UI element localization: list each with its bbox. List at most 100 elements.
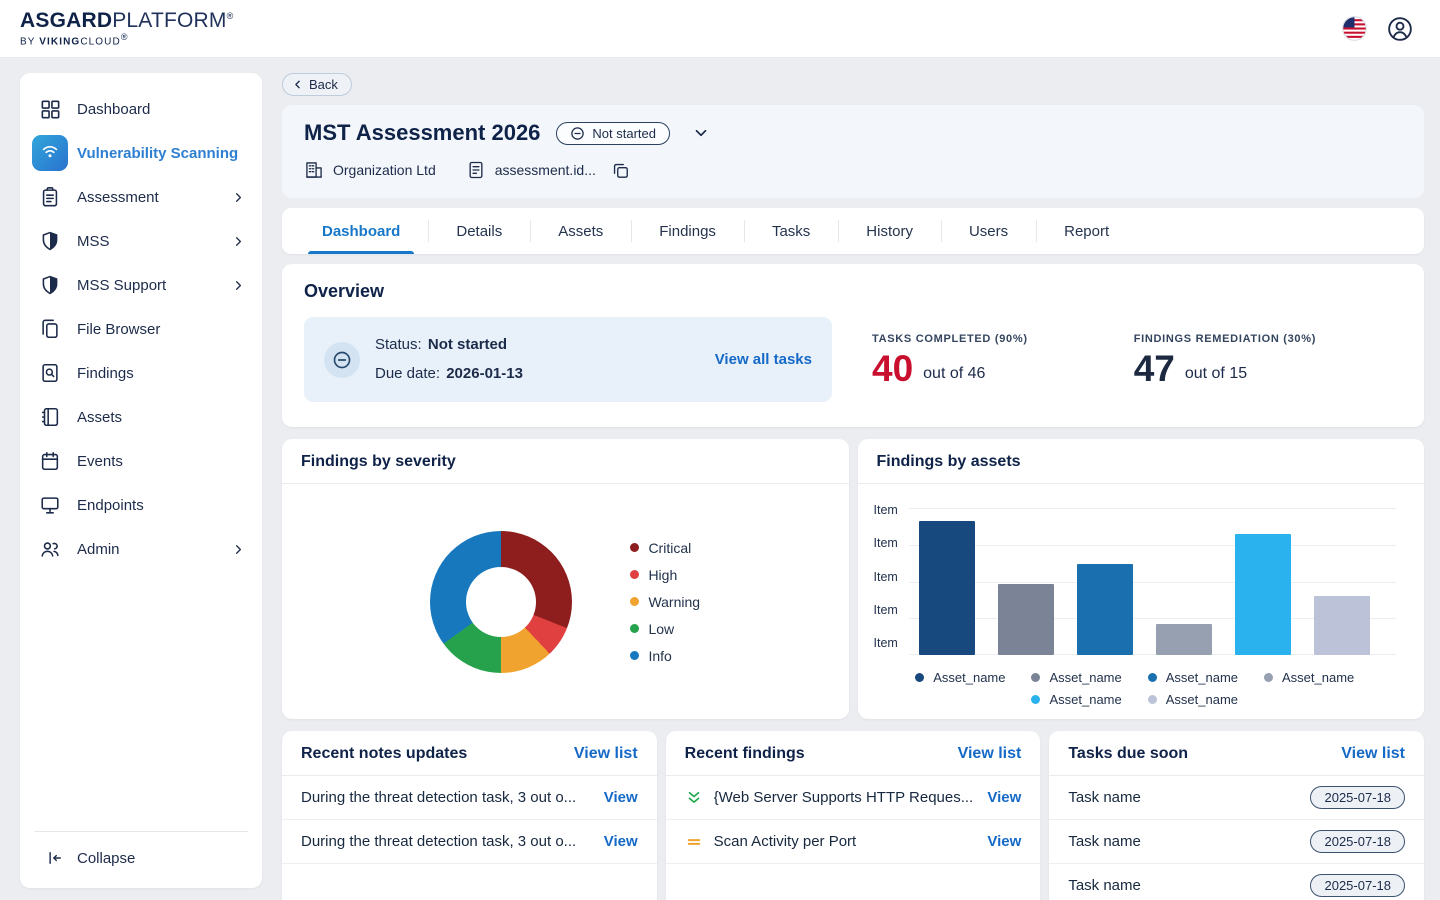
- assets-legend: Asset_name Asset_name Asset_name Asset_n…: [874, 670, 1397, 707]
- task-row: Task name 2025-07-18: [1049, 776, 1424, 820]
- assessment-header: MST Assessment 2026 Not started Organiza: [282, 105, 1424, 198]
- tab-report[interactable]: Report: [1036, 208, 1137, 254]
- sidebar-item-vulnerability-scanning[interactable]: Vulnerability Scanning: [20, 131, 262, 175]
- tab-assets[interactable]: Assets: [530, 208, 631, 254]
- y-tick: Item: [873, 536, 898, 551]
- view-list-link[interactable]: View list: [957, 745, 1022, 762]
- note-text: During the threat detection task, 3 out …: [301, 833, 577, 850]
- legend-label: Asset_name: [1049, 692, 1122, 707]
- view-all-tasks-link[interactable]: View all tasks: [714, 351, 812, 368]
- collapse-icon: [46, 849, 64, 867]
- sidebar-item-events[interactable]: Events: [20, 439, 262, 483]
- note-text: During the threat detection task, 3 out …: [301, 789, 577, 806]
- document-icon: [466, 160, 486, 180]
- files-icon: [32, 311, 68, 347]
- severity-legend: Critical High Warning Low Info: [630, 540, 700, 664]
- sidebar-item-assessment[interactable]: Assessment: [20, 175, 262, 219]
- legend-item: Asset_name: [1031, 670, 1122, 685]
- tab-details[interactable]: Details: [428, 208, 530, 254]
- recent-notes-card: Recent notes updates View list During th…: [282, 731, 657, 900]
- metric-tasks-completed: TASKS COMPLETED (90%) 40 out of 46: [872, 333, 1028, 387]
- sidebar-item-mss-support[interactable]: MSS Support: [20, 263, 262, 307]
- legend-label: Asset_name: [1165, 692, 1239, 707]
- brand-byline-registered: ®: [120, 31, 129, 42]
- tab-dashboard[interactable]: Dashboard: [294, 208, 428, 254]
- account-icon[interactable]: [1386, 15, 1414, 43]
- sidebar: Dashboard Vulnerability Scanning Assessm…: [20, 73, 262, 888]
- metric-label: TASKS COMPLETED: [872, 332, 992, 345]
- legend-label: Warning: [648, 593, 701, 610]
- sidebar-item-label: Dashboard: [77, 100, 151, 118]
- view-link[interactable]: View: [987, 833, 1022, 850]
- sidebar-item-dashboard[interactable]: Dashboard: [20, 87, 262, 131]
- document-search-icon: [32, 355, 68, 391]
- legend-item: Asset_name: [1147, 670, 1238, 685]
- legend-item: Info: [630, 648, 700, 664]
- sidebar-item-label: MSS Support: [77, 276, 167, 294]
- sidebar-item-admin[interactable]: Admin: [20, 527, 262, 571]
- calendar-icon: [32, 443, 68, 479]
- sidebar-item-label: Findings: [77, 364, 134, 382]
- bar-chart-y-axis: Item Item Item Item Item: [874, 503, 909, 650]
- task-name: Task name: [1068, 877, 1141, 894]
- view-list-link[interactable]: View list: [573, 745, 638, 762]
- tab-history[interactable]: History: [838, 208, 941, 254]
- view-link[interactable]: View: [987, 789, 1022, 806]
- finding-row: {Web Server Supports HTTP Reques... View: [665, 776, 1041, 820]
- legend-item: Asset_name: [1031, 692, 1122, 707]
- tab-tasks[interactable]: Tasks: [743, 208, 838, 254]
- sidebar-item-mss[interactable]: MSS: [20, 219, 262, 263]
- legend-item: Asset_name: [915, 670, 1005, 685]
- legend-label: High: [648, 566, 678, 583]
- copy-icon[interactable]: [611, 161, 630, 180]
- chevron-down-icon[interactable]: [692, 124, 710, 142]
- task-name: Task name: [1068, 833, 1141, 850]
- asset-bar: [918, 521, 975, 655]
- shield-icon: [32, 267, 68, 303]
- asset-bar: [1076, 563, 1133, 655]
- asset-legend-dot: [1147, 695, 1157, 704]
- tab-bar: Dashboard Details Assets Findings Tasks …: [282, 208, 1424, 254]
- task-name: Task name: [1068, 789, 1141, 806]
- view-list-link[interactable]: View list: [1341, 745, 1405, 762]
- sidebar-item-label: Assets: [77, 408, 123, 426]
- tab-findings[interactable]: Findings: [631, 208, 744, 254]
- task-row: Task name 2025-07-18: [1049, 864, 1424, 900]
- asset-legend-dot: [915, 673, 925, 682]
- monitor-icon: [32, 487, 68, 523]
- due-date-chip: 2025-07-18: [1310, 786, 1405, 809]
- sidebar-item-findings[interactable]: Findings: [20, 351, 262, 395]
- finding-row: Scan Activity per Port View: [665, 820, 1041, 864]
- sidebar-item-label: Vulnerability Scanning: [77, 144, 239, 162]
- asset-legend-dot: [1264, 673, 1274, 682]
- brand-secondary: PLATFORM: [112, 8, 227, 32]
- due-date-chip: 2025-07-18: [1310, 830, 1405, 853]
- sidebar-item-endpoints[interactable]: Endpoints: [20, 483, 262, 527]
- view-link[interactable]: View: [603, 789, 638, 806]
- metric-percent: (30%): [1283, 332, 1317, 345]
- asset-legend-dot: [1147, 673, 1157, 682]
- sidebar-item-assets[interactable]: Assets: [20, 395, 262, 439]
- back-button[interactable]: Back: [282, 73, 352, 96]
- chevron-right-icon: [231, 234, 246, 249]
- sidebar-item-label: File Browser: [77, 320, 161, 338]
- due-date-chip: 2025-07-18: [1310, 874, 1405, 897]
- tab-users[interactable]: Users: [940, 208, 1036, 254]
- brand-byline-cloud: CLOUD: [80, 36, 121, 48]
- severity-legend-dot: [630, 651, 640, 660]
- metric-value: 40: [872, 347, 914, 389]
- assets-bar-plot: [908, 508, 1396, 655]
- severity-donut: [430, 530, 573, 673]
- us-flag-icon[interactable]: [1341, 15, 1368, 42]
- view-link[interactable]: View: [603, 833, 638, 850]
- legend-item: Asset_name: [1264, 670, 1354, 685]
- legend-item: Warning: [630, 594, 700, 610]
- metric-suffix: out of 15: [1184, 364, 1248, 382]
- vulnerability-scan-icon: [32, 135, 68, 171]
- sidebar-item-label: Admin: [77, 540, 120, 558]
- severity-medium-equals-icon: [685, 833, 703, 851]
- brand-byline-by: BY: [20, 36, 36, 48]
- collapse-button[interactable]: Collapse: [34, 849, 248, 867]
- people-icon: [32, 531, 68, 567]
- sidebar-item-file-browser[interactable]: File Browser: [20, 307, 262, 351]
